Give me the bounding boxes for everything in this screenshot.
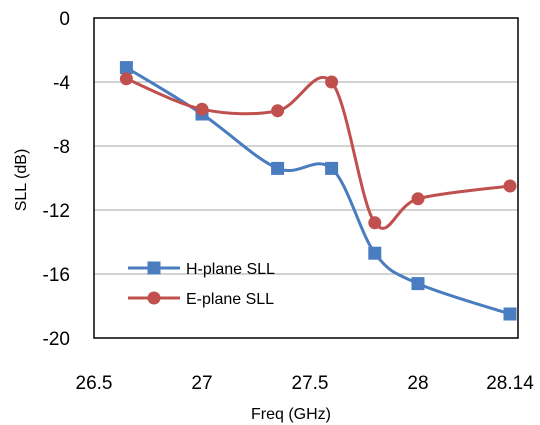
data-point-square	[271, 161, 285, 175]
legend-label: H-plane SLL	[186, 261, 275, 278]
legend-label: E-plane SLL	[186, 291, 274, 308]
data-point-circle	[411, 192, 425, 206]
series-line-e-plane-sll	[124, 75, 512, 230]
y-tick-label: -4	[53, 73, 70, 94]
x-tick-label: 27	[191, 373, 212, 394]
data-point-circle	[271, 104, 285, 118]
data-point-square	[368, 246, 382, 260]
plot-area-border	[93, 17, 519, 339]
x-tick-label: 28.14	[486, 373, 534, 394]
y-tick-label: -8	[53, 137, 70, 158]
y-axis-title: SLL (dB)	[13, 149, 30, 212]
data-point-circle	[195, 102, 209, 116]
data-point-circle	[503, 179, 517, 193]
y-tick-label: -12	[43, 201, 70, 222]
data-point-square	[411, 277, 425, 291]
x-tick-label: 26.5	[76, 373, 113, 394]
x-tick-label: 27.5	[292, 373, 329, 394]
data-point-circle	[368, 216, 382, 230]
data-point-circle	[119, 72, 133, 86]
data-point-square	[119, 61, 133, 75]
data-point-square	[503, 307, 517, 321]
y-tick-label: -16	[43, 265, 70, 286]
x-tick-label: 28	[407, 373, 428, 394]
data-point-circle	[325, 75, 339, 89]
legend-marker-square	[147, 261, 161, 275]
legend-marker-circle	[147, 291, 161, 305]
x-axis-title: Freq (GHz)	[251, 406, 331, 423]
y-tick-label: -20	[43, 329, 70, 350]
data-point-square	[325, 161, 339, 175]
y-tick-label: 0	[59, 9, 70, 30]
